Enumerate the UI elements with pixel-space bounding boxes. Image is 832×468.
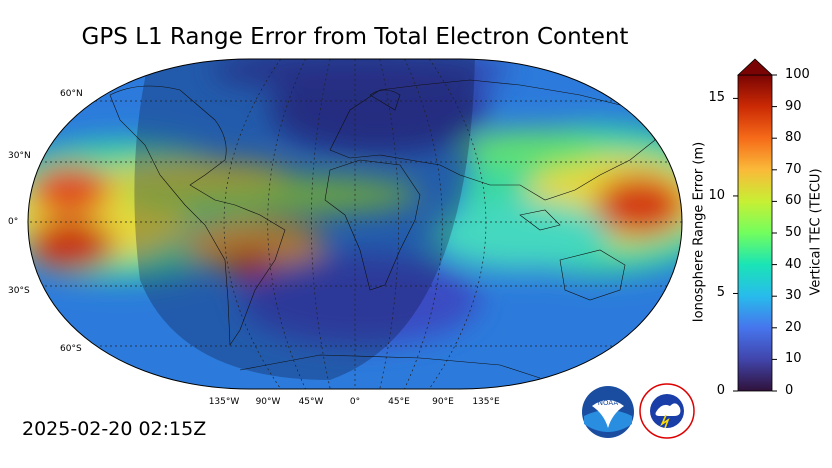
noaa-logo: NOAA [582, 386, 634, 438]
tec-tick-label: 40 [785, 256, 802, 272]
graticule [28, 59, 682, 389]
colorbar-gradient [737, 74, 773, 392]
globe-outline [27, 58, 683, 390]
lon-label-135e: 135°E [472, 397, 500, 407]
lon-label-90w: 90°W [255, 397, 281, 407]
timestamp-label: 2025-02-20 02:15Z [22, 418, 207, 440]
lon-label-45w: 45°W [298, 397, 324, 407]
lat-label-60n: 60°N [60, 89, 83, 99]
range-error-tick-label: 10 [708, 187, 725, 203]
lat-label-30n: 30°N [8, 151, 31, 161]
meridian-line [223, 59, 282, 389]
meridian-line [311, 59, 331, 389]
colorbar-extend-arrow [736, 58, 774, 76]
night-shading [134, 59, 475, 380]
range-error-tick-label: 15 [708, 90, 725, 106]
tec-ticks [772, 74, 777, 392]
tec-tick-label: 10 [785, 351, 802, 367]
meridian-line [404, 59, 443, 389]
tec-tick-label: 70 [785, 161, 802, 177]
meridian-line [428, 59, 487, 389]
map-title: GPS L1 Range Error from Total Electron C… [81, 24, 629, 50]
lon-label-0: 0° [349, 397, 361, 407]
meridian-line [267, 59, 306, 389]
tec-tick-label: 50 [785, 225, 802, 240]
tec-axis-label: Vertical TEC (TECU) [808, 168, 824, 296]
meridian-line [379, 59, 399, 389]
range-error-tick-label: 5 [716, 285, 725, 301]
tec-tick-label: 60 [785, 193, 802, 209]
lat-label-30s: 30°S [8, 286, 30, 296]
lon-label-45e: 45°E [388, 397, 410, 407]
tec-tick-label: 80 [785, 130, 802, 146]
range-error-tick-label: 0 [716, 383, 725, 398]
lat-label-60s: 60°S [60, 344, 82, 354]
lat-label-0: 0° [8, 217, 19, 227]
tec-tick-label: 30 [785, 288, 802, 304]
range-error-axis-label: Ionosphere Range Error (m) [691, 141, 707, 323]
range-error-ticks [733, 97, 738, 392]
tec-tick-label: 0 [785, 383, 794, 398]
lon-label-90e: 90°E [432, 397, 454, 407]
tec-tick-label: 100 [785, 67, 810, 82]
national-weather-service-logo [639, 383, 695, 439]
lon-label-135w: 135°W [208, 397, 240, 407]
tec-tick-label: 90 [785, 98, 802, 114]
svg-text:NOAA: NOAA [598, 399, 619, 407]
tec-tick-label: 20 [785, 319, 802, 335]
